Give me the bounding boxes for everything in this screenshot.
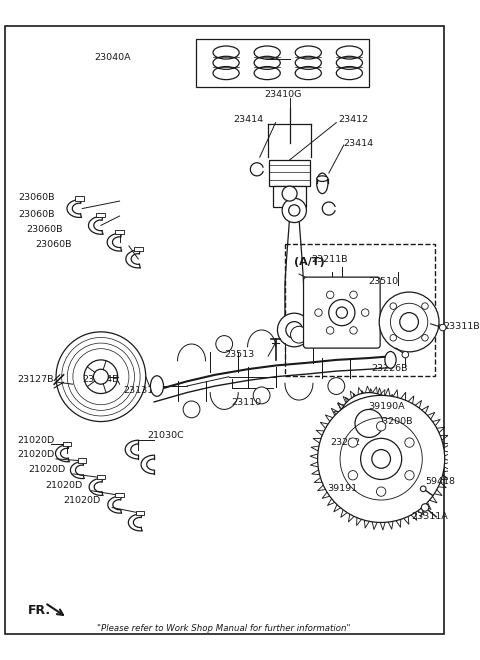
Text: 23200B: 23200B — [376, 417, 413, 426]
Circle shape — [183, 401, 200, 418]
Circle shape — [216, 335, 233, 352]
Circle shape — [290, 326, 307, 343]
Bar — [273, 186, 306, 207]
Circle shape — [318, 395, 444, 523]
Text: 23127B: 23127B — [17, 375, 53, 384]
Circle shape — [326, 291, 334, 298]
Circle shape — [286, 321, 303, 339]
Text: 23124B: 23124B — [82, 375, 119, 384]
Text: 23410G: 23410G — [264, 90, 302, 99]
Text: 23414: 23414 — [234, 115, 264, 124]
Text: "Please refer to Work Shop Manual for further information": "Please refer to Work Shop Manual for fu… — [97, 624, 351, 634]
Circle shape — [288, 205, 300, 216]
Ellipse shape — [150, 376, 164, 396]
Circle shape — [348, 438, 358, 447]
Bar — [78, 458, 86, 463]
Text: 23060B: 23060B — [36, 240, 72, 249]
Text: 23060B: 23060B — [19, 193, 55, 202]
Text: 23060B: 23060B — [19, 210, 55, 218]
Circle shape — [253, 387, 270, 404]
Bar — [96, 213, 105, 217]
Circle shape — [405, 438, 414, 447]
Text: 23510: 23510 — [368, 277, 398, 286]
Text: FR.: FR. — [28, 604, 51, 616]
Circle shape — [336, 307, 348, 318]
Text: 23311B: 23311B — [444, 322, 480, 331]
Circle shape — [315, 309, 322, 316]
Circle shape — [360, 438, 402, 479]
Text: 59418: 59418 — [425, 477, 455, 486]
Text: 23226B: 23226B — [371, 364, 408, 373]
Text: 23110: 23110 — [232, 399, 262, 407]
Circle shape — [56, 332, 146, 422]
Circle shape — [361, 309, 369, 316]
Text: 21020D: 21020D — [63, 496, 101, 504]
Circle shape — [84, 360, 118, 393]
Circle shape — [328, 378, 345, 395]
Text: 21020D: 21020D — [45, 480, 82, 490]
Text: 23060B: 23060B — [26, 224, 63, 234]
Circle shape — [329, 300, 355, 325]
Circle shape — [379, 292, 439, 352]
Circle shape — [94, 369, 108, 384]
Circle shape — [405, 471, 414, 480]
Text: 23513: 23513 — [224, 350, 254, 359]
Text: 21020D: 21020D — [17, 436, 54, 445]
Circle shape — [277, 314, 311, 346]
Text: 21020D: 21020D — [17, 449, 54, 459]
Circle shape — [282, 186, 297, 201]
Circle shape — [390, 335, 396, 341]
Circle shape — [390, 303, 396, 310]
Circle shape — [338, 393, 400, 454]
Bar — [136, 511, 144, 515]
Circle shape — [402, 351, 408, 358]
Circle shape — [422, 335, 428, 341]
Bar — [269, 160, 310, 186]
Text: (A/T): (A/T) — [294, 257, 325, 267]
Circle shape — [440, 324, 446, 331]
FancyBboxPatch shape — [303, 277, 380, 348]
Text: 21030C: 21030C — [148, 431, 184, 440]
Text: 23211B: 23211B — [311, 255, 348, 265]
Bar — [96, 475, 105, 479]
Circle shape — [326, 327, 334, 334]
Bar — [115, 493, 124, 497]
Bar — [115, 230, 124, 234]
Bar — [134, 247, 143, 251]
Bar — [75, 196, 84, 201]
Ellipse shape — [385, 352, 396, 368]
Circle shape — [372, 449, 391, 468]
Circle shape — [348, 471, 358, 480]
Text: 23414: 23414 — [344, 139, 374, 148]
Circle shape — [420, 486, 426, 492]
Bar — [196, 38, 369, 87]
Ellipse shape — [317, 176, 328, 182]
Circle shape — [355, 409, 383, 438]
Text: 23040A: 23040A — [94, 53, 131, 61]
Bar — [63, 442, 72, 446]
Text: 23212: 23212 — [331, 438, 361, 447]
Circle shape — [350, 291, 357, 298]
Circle shape — [376, 487, 386, 496]
Circle shape — [376, 422, 386, 431]
Text: 39190A: 39190A — [368, 402, 405, 411]
Circle shape — [350, 327, 357, 334]
Text: 23311A: 23311A — [411, 512, 448, 521]
Text: 21020D: 21020D — [28, 465, 65, 474]
Text: 39191: 39191 — [327, 484, 357, 493]
Text: 23412: 23412 — [338, 115, 368, 124]
Ellipse shape — [317, 173, 328, 193]
Circle shape — [282, 198, 306, 222]
Text: 23131: 23131 — [123, 386, 154, 395]
Circle shape — [400, 313, 419, 331]
Circle shape — [421, 504, 429, 512]
Bar — [285, 244, 435, 376]
Circle shape — [422, 303, 428, 310]
